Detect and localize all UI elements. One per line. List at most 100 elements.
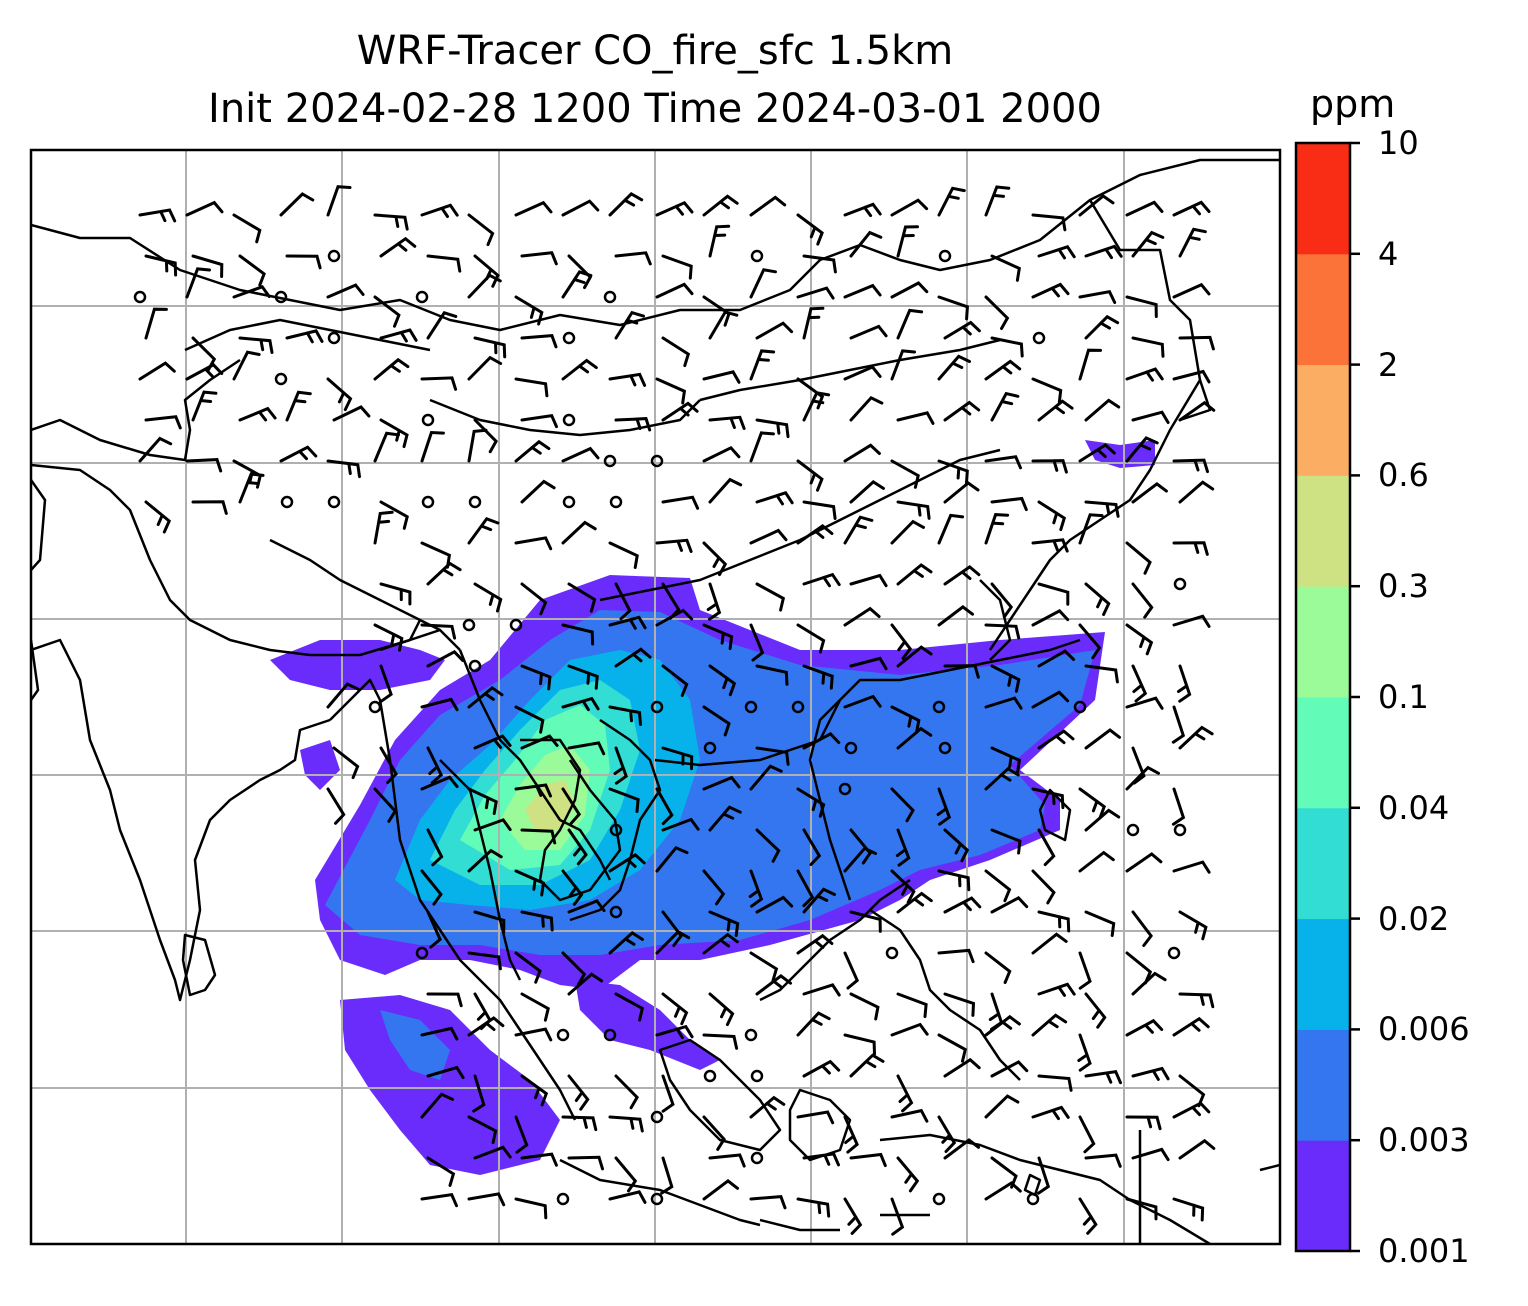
wind-barb bbox=[796, 933, 834, 955]
wind-barb bbox=[420, 1092, 454, 1119]
colorbar-tick-label: 0.02 bbox=[1378, 899, 1450, 938]
calm-wind-circle bbox=[744, 700, 758, 714]
wind-barb bbox=[426, 561, 462, 586]
wind-barb bbox=[567, 1155, 604, 1171]
wind-barb bbox=[238, 406, 277, 422]
wind-barb bbox=[749, 528, 788, 545]
wind-barb bbox=[843, 846, 877, 873]
wind-barb bbox=[426, 910, 442, 949]
wind-barb bbox=[1037, 649, 1076, 668]
wind-barb bbox=[279, 445, 318, 463]
wind-barb bbox=[379, 746, 398, 784]
calm-wind-circle bbox=[133, 290, 147, 304]
wind-barb bbox=[473, 336, 507, 359]
wind-barb bbox=[1031, 1105, 1070, 1121]
wind-barb bbox=[608, 541, 639, 569]
wind-barb bbox=[614, 992, 645, 1022]
wind-barb bbox=[1031, 609, 1070, 627]
wind-barb bbox=[796, 869, 815, 908]
wind-barb bbox=[661, 817, 700, 832]
wind-barb bbox=[843, 202, 882, 218]
wind-barb bbox=[890, 349, 916, 381]
colorbar-segment bbox=[1296, 364, 1350, 476]
colorbar-tick-label: 0.1 bbox=[1378, 678, 1429, 716]
wind-barb bbox=[1131, 910, 1153, 947]
wind-barb bbox=[937, 948, 975, 964]
wind-barb bbox=[373, 431, 400, 463]
wind-barb bbox=[1078, 951, 1092, 990]
wind-barb bbox=[755, 895, 794, 914]
calm-wind-circle bbox=[468, 495, 482, 509]
wind-barb bbox=[796, 213, 824, 246]
wind-barb bbox=[702, 932, 739, 955]
wind-barb bbox=[473, 734, 512, 750]
wind-barb bbox=[990, 896, 1029, 914]
wind-barb bbox=[520, 479, 556, 504]
calm-wind-circle bbox=[562, 331, 576, 345]
wind-barb bbox=[896, 891, 933, 914]
colorbar-tick-label: 0.003 bbox=[1378, 1121, 1470, 1160]
wind-barb bbox=[285, 329, 324, 344]
wind-barb bbox=[796, 623, 826, 654]
wind-barb bbox=[379, 236, 417, 258]
wind-barb bbox=[426, 649, 465, 668]
wind-barb bbox=[567, 1074, 590, 1111]
wind-barb bbox=[849, 828, 872, 865]
wind-barb bbox=[890, 281, 929, 299]
wind-barb bbox=[1125, 541, 1152, 575]
wind-barb bbox=[990, 336, 1024, 358]
wind-barb bbox=[755, 664, 789, 686]
wind-barb bbox=[1078, 1197, 1098, 1235]
wind-barb bbox=[467, 686, 504, 709]
wind-barb bbox=[567, 664, 599, 690]
colorbar-tick-label: 10 bbox=[1378, 124, 1419, 162]
colorbar-tick-label: 0.6 bbox=[1378, 456, 1429, 495]
wind-barb bbox=[614, 417, 652, 432]
wind-barb bbox=[749, 623, 765, 662]
wind-barb bbox=[984, 623, 1021, 640]
wind-barb bbox=[984, 1014, 1021, 1037]
wind-barb bbox=[514, 1027, 553, 1042]
wind-barb bbox=[614, 647, 652, 668]
calm-wind-circle bbox=[562, 495, 576, 509]
wind-barb bbox=[937, 459, 969, 485]
wind-barb bbox=[614, 310, 645, 340]
wind-barb bbox=[514, 951, 542, 984]
wind-barb bbox=[702, 445, 741, 463]
wind-barb bbox=[1078, 348, 1102, 381]
wind-barb bbox=[990, 496, 1028, 512]
wind-barb bbox=[984, 869, 1012, 903]
wind-barb bbox=[232, 350, 261, 381]
wind-barb bbox=[702, 869, 726, 906]
wind-barb bbox=[420, 430, 445, 463]
wind-barb bbox=[937, 186, 966, 217]
calm-wind-circle bbox=[609, 823, 623, 837]
calm-wind-circle bbox=[274, 372, 288, 386]
wind-barb bbox=[849, 324, 888, 340]
wind-barb bbox=[1078, 194, 1115, 217]
wind-barb bbox=[937, 1115, 957, 1153]
wind-barb bbox=[896, 225, 919, 258]
wind-barb bbox=[467, 951, 502, 971]
wind-barb bbox=[1037, 828, 1056, 867]
colorbar bbox=[1294, 141, 1360, 1253]
wind-barb bbox=[561, 446, 600, 463]
wind-barb bbox=[1031, 1013, 1068, 1037]
wind-barb bbox=[1131, 582, 1154, 619]
wind-barb bbox=[1125, 295, 1158, 318]
wind-barb bbox=[849, 656, 888, 671]
wind-barb bbox=[420, 1026, 459, 1041]
wind-barb bbox=[520, 1152, 558, 1167]
wind-barb bbox=[426, 828, 444, 867]
wind-barb bbox=[890, 705, 921, 734]
wind-barb bbox=[1172, 1101, 1211, 1119]
wind-barb bbox=[1131, 664, 1148, 703]
wind-barb bbox=[655, 200, 694, 217]
wind-barb bbox=[796, 1110, 835, 1125]
wind-barb bbox=[1084, 398, 1121, 422]
calm-wind-circle bbox=[1026, 1192, 1040, 1206]
wind-barb bbox=[843, 365, 882, 381]
wind-barb bbox=[896, 308, 924, 340]
wind-barb bbox=[655, 282, 694, 299]
wind-barb bbox=[661, 746, 694, 771]
